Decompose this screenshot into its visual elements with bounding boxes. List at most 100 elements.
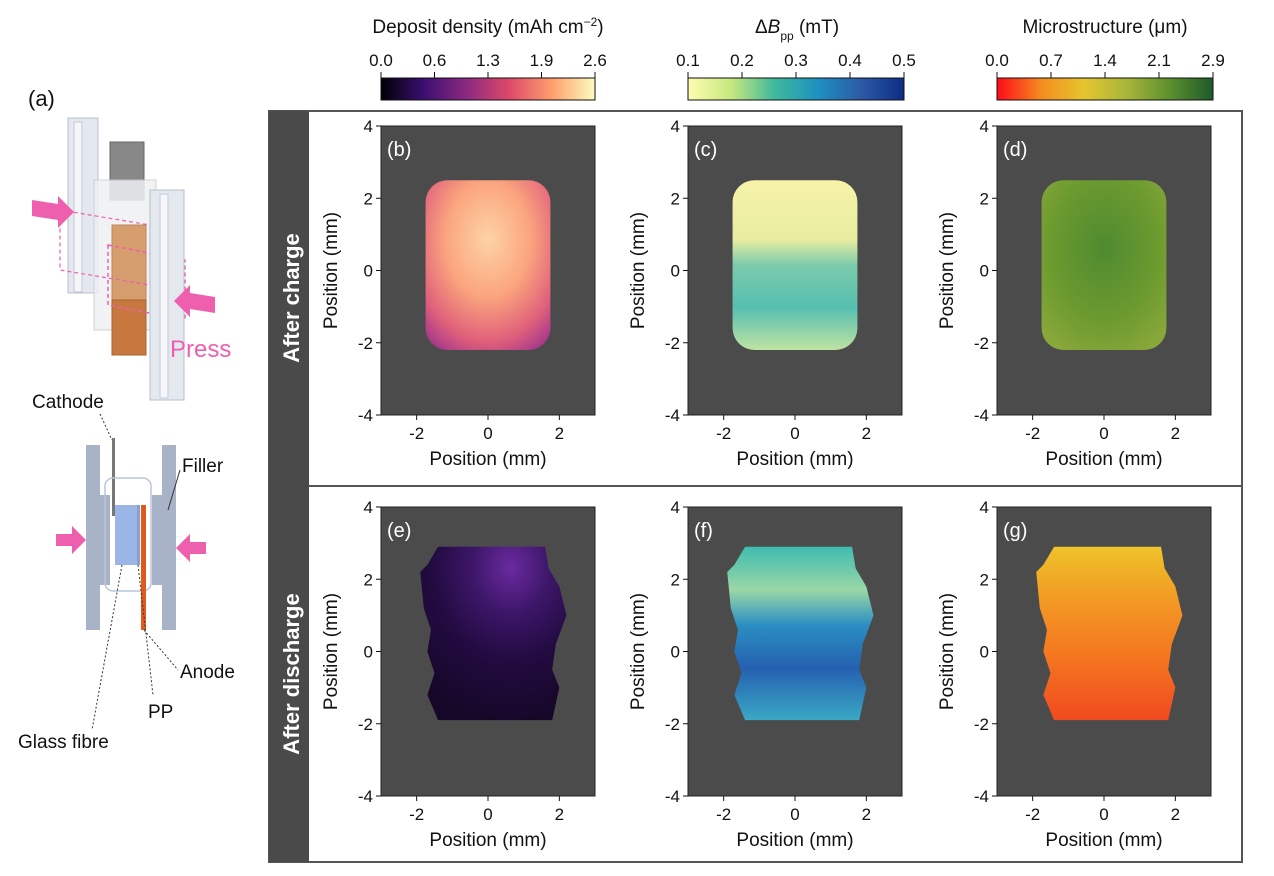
cross-section-drawing: Cathode Filler Anode PP Glass fibre [18, 392, 235, 753]
colorbar-title: ΔBpp (mT) [755, 17, 839, 43]
row-label-charge: After charge [279, 233, 304, 363]
y-tick-label: 4 [364, 498, 373, 517]
x-tick-label: -2 [716, 424, 731, 443]
x-tick-label: 2 [1171, 805, 1180, 824]
heatmap-sample-region [732, 180, 858, 350]
y-tick-label: 0 [364, 643, 373, 662]
filler-label: Filler [182, 456, 224, 477]
colorbar-gradient [687, 77, 905, 101]
y-axis-label: Position (mm) [937, 593, 958, 710]
heatmap-panel-b: (b) 4 2 0 -2 -4 -2 0 2 Position (mm) Position (mm) [321, 117, 596, 470]
y-axis-label: Position (mm) [937, 212, 958, 329]
y-tick-label: 0 [671, 643, 680, 662]
x-tick-label: 0 [790, 424, 799, 443]
x-tick-label: 2 [555, 424, 564, 443]
y-axis-label: Position (mm) [321, 212, 342, 329]
y-tick-label: -4 [974, 787, 989, 806]
press-arrow-left [32, 196, 74, 228]
x-axis-label: Position (mm) [429, 830, 546, 851]
heatmap-panel-d: (d) 4 2 0 -2 -4 -2 0 2 Position (mm) Position (mm) [937, 117, 1212, 470]
y-tick-label: -4 [665, 787, 680, 806]
row-label-strip [269, 111, 309, 862]
arrow-left-section [56, 526, 86, 554]
panel-letter: (d) [1003, 139, 1027, 161]
colorbar-title: Deposit density (mAh cm−2) [372, 15, 603, 38]
colorbar-tick-label: 1.9 [530, 51, 554, 70]
panel-letter: (c) [694, 139, 717, 161]
y-tick-label: -2 [358, 334, 373, 353]
colorbar-tick-label: 0.2 [730, 51, 754, 70]
y-tick-label: 2 [671, 189, 680, 208]
heatmap-sample-region [420, 546, 567, 721]
heatmap-panel-e: (e) 4 2 0 -2 -4 -2 0 2 Position (mm) Position (mm) [321, 498, 596, 851]
y-tick-label: 4 [980, 117, 989, 136]
colorbar-tick-label: 0.6 [423, 51, 447, 70]
y-tick-label: 2 [364, 189, 373, 208]
colorbar-tick-label: 0.0 [985, 51, 1009, 70]
heatmap-sample-region [727, 546, 874, 721]
colorbar-tick-label: 0.1 [676, 51, 700, 70]
label-a: (a) [28, 86, 55, 111]
y-tick-label: 0 [980, 643, 989, 662]
y-tick-label: 2 [364, 570, 373, 589]
x-tick-label: -2 [409, 805, 424, 824]
heatmap-sample-region [425, 180, 551, 350]
colorbar-tick-label: 0.4 [838, 51, 862, 70]
x-tick-label: -2 [1025, 424, 1040, 443]
y-tick-label: 0 [671, 262, 680, 281]
colorbar-gradient [380, 77, 596, 101]
y-tick-label: -4 [665, 406, 680, 425]
colorbar-gradient [996, 77, 1214, 101]
press-arrow-right [174, 285, 215, 317]
x-tick-label: 2 [862, 424, 871, 443]
x-tick-label: 2 [555, 805, 564, 824]
colorbar-tick-label: 1.3 [476, 51, 500, 70]
x-tick-label: 2 [862, 805, 871, 824]
colorbar-tick-label: 2.1 [1147, 51, 1171, 70]
panel-letter: (b) [387, 139, 411, 161]
y-tick-label: 2 [980, 189, 989, 208]
y-tick-label: -4 [358, 406, 373, 425]
y-tick-label: 4 [980, 498, 989, 517]
y-axis-label: Position (mm) [628, 212, 649, 329]
press-label: Press [170, 336, 231, 363]
x-tick-label: 2 [1171, 424, 1180, 443]
y-tick-label: 0 [980, 262, 989, 281]
y-tick-label: 4 [671, 498, 680, 517]
colorbar-tick-label: 0.0 [369, 51, 393, 70]
row-label-discharge: After discharge [279, 593, 304, 754]
y-tick-label: -2 [974, 715, 989, 734]
heatmap-panel-f: (f) 4 2 0 -2 -4 -2 0 2 Position (mm) Position (mm) [628, 498, 903, 851]
heatmap-panel-c: (c) 4 2 0 -2 -4 -2 0 2 Position (mm) Position (mm) [628, 117, 903, 470]
x-tick-label: -2 [716, 805, 731, 824]
x-tick-label: 0 [1099, 424, 1108, 443]
x-tick-label: 0 [790, 805, 799, 824]
x-axis-label: Position (mm) [429, 449, 546, 470]
panel-letter: (g) [1003, 520, 1027, 542]
colorbar-dbpp: ΔBpp (mT) 0.1 0.2 0.3 0.4 0.5 [676, 17, 916, 101]
y-tick-label: -2 [358, 715, 373, 734]
colorbar-tick-label: 2.9 [1201, 51, 1225, 70]
colorbar-micro: Microstructure (μm) 0.0 0.7 1.4 2.1 2.9 [985, 17, 1225, 101]
colorbar-tick-label: 0.7 [1039, 51, 1063, 70]
y-tick-label: -2 [665, 715, 680, 734]
y-tick-label: -2 [974, 334, 989, 353]
panel-letter: (e) [387, 520, 411, 542]
y-tick-label: 0 [364, 262, 373, 281]
x-axis-label: Position (mm) [736, 449, 853, 470]
arrow-right-section [176, 534, 206, 562]
x-tick-label: -2 [409, 424, 424, 443]
colorbar-tick-label: 0.5 [892, 51, 916, 70]
pp-label: PP [148, 702, 173, 723]
heatmap-sample-region [1036, 546, 1183, 721]
y-tick-label: 4 [364, 117, 373, 136]
y-axis-label: Position (mm) [628, 593, 649, 710]
y-tick-label: -2 [665, 334, 680, 353]
heatmap-sample-region [1041, 180, 1167, 350]
x-axis-label: Position (mm) [1045, 830, 1162, 851]
colorbar-tick-label: 2.6 [583, 51, 607, 70]
y-tick-label: 2 [671, 570, 680, 589]
x-axis-label: Position (mm) [736, 830, 853, 851]
cathode-label: Cathode [32, 392, 104, 413]
y-axis-label: Position (mm) [321, 593, 342, 710]
